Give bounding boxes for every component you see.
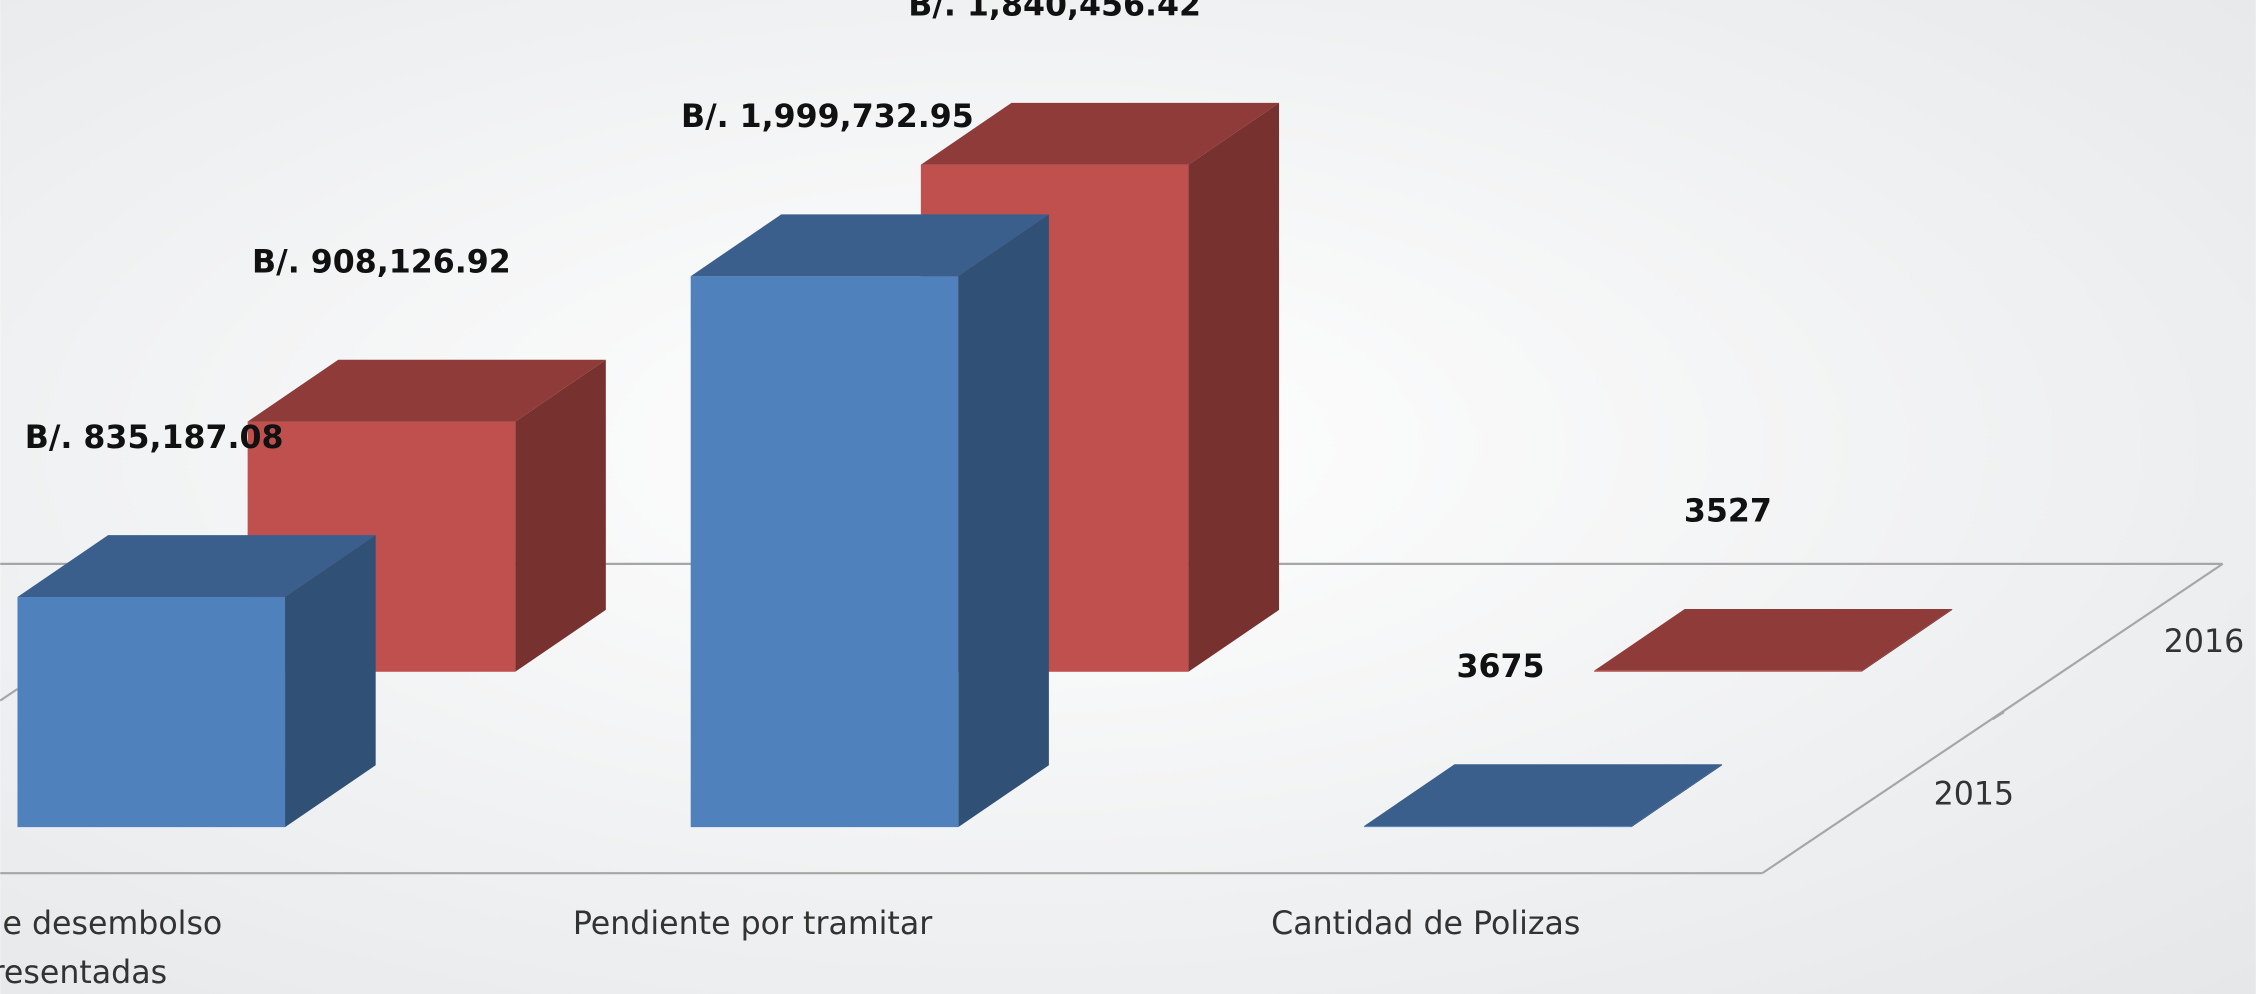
bar-side [958,214,1049,828]
x-tick-label-line: resentadas [0,955,167,991]
depth-tick [1991,711,2005,721]
bar [17,535,376,828]
bar-top [1363,764,1723,827]
x-tick-label: es de desembolso resentadas [0,906,222,991]
bar-side [285,535,376,828]
data-label: 3675 [1457,649,1545,685]
bar-side [1188,102,1280,672]
bar-front [1594,670,1862,672]
bar-top [920,102,1280,165]
bar-top [247,359,606,422]
x-tick-label: Cantidad de Polizas [1271,906,1580,942]
bar-side [1631,764,1723,828]
bar-side [515,359,606,672]
x-tick-label-line: es de desembolso [0,906,222,942]
bar-front [17,597,286,828]
depth-tick-label: 2015 [1934,776,2014,812]
floor-left-edge [0,688,19,702]
bar-top [690,214,1049,277]
data-label: B/. 1,840,456.42 [908,0,1201,23]
bar-side [1861,608,1953,672]
bar-top [1594,608,1953,671]
bar [1594,608,1953,672]
bar-top [17,535,376,598]
bar [690,214,1049,828]
bar-front [1363,826,1632,828]
depth-tick-label: 2016 [2164,624,2244,660]
data-label: B/. 908,126.92 [252,244,511,280]
data-label: B/. 1,999,732.95 [681,99,974,135]
bar-front [690,276,959,828]
bar [1363,764,1723,828]
data-label: B/. 835,187.08 [25,420,284,456]
data-label: 3527 [1684,494,1772,530]
x-tick-label: Pendiente por tramitar [573,906,932,942]
